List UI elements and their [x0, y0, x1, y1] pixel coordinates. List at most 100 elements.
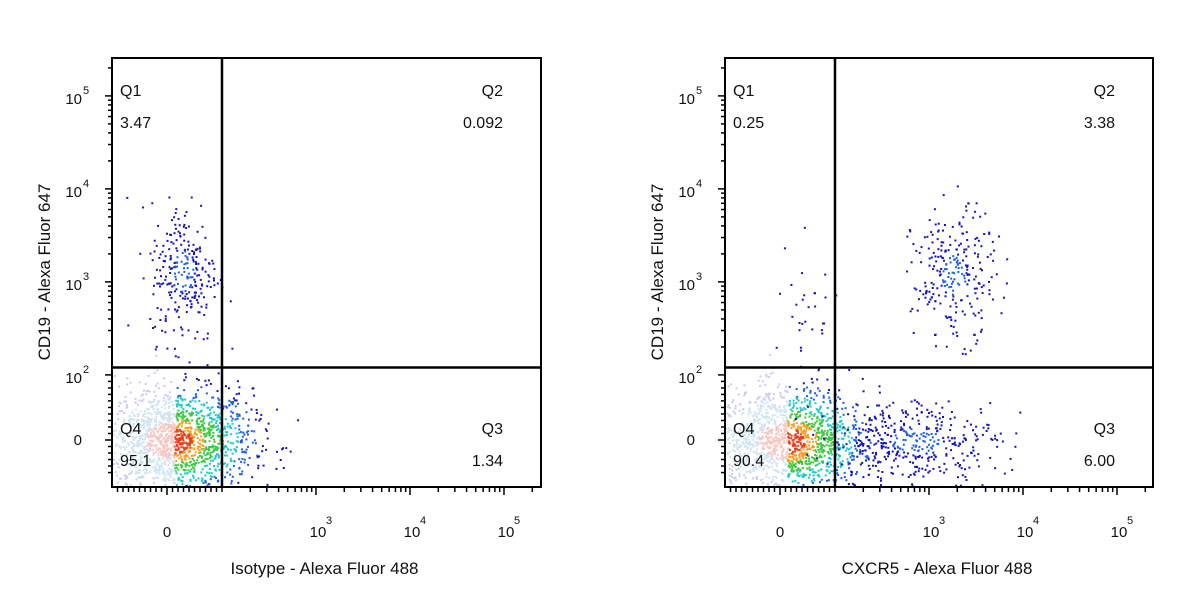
event-dot: [137, 419, 140, 422]
event-dot: [169, 458, 172, 461]
event-dot: [184, 284, 187, 287]
event-dot: [961, 452, 964, 455]
event-dot: [192, 439, 195, 442]
event-dot: [917, 298, 920, 301]
event-dot: [231, 417, 234, 420]
event-dot: [749, 427, 752, 430]
axis-ticks: [105, 67, 534, 495]
event-dot: [138, 381, 141, 384]
event-dot: [778, 440, 781, 443]
event-dot: [188, 291, 191, 294]
event-dot: [234, 448, 237, 451]
event-dot: [163, 417, 166, 420]
event-dot: [779, 457, 782, 460]
y-tick-label-exponent: 2: [83, 364, 89, 376]
event-dot: [275, 467, 278, 470]
event-dot: [896, 452, 898, 455]
event-dot: [181, 251, 184, 254]
quadrant-name: Q1: [733, 83, 754, 100]
event-dot: [912, 243, 915, 246]
event-dot: [139, 410, 142, 413]
event-dot: [175, 239, 178, 242]
event-dot: [265, 429, 268, 432]
event-dot: [811, 456, 813, 459]
event-dot: [804, 432, 807, 435]
event-dot: [753, 469, 756, 472]
event-dot: [826, 407, 829, 409]
event-dot: [952, 289, 955, 292]
event-dot: [953, 272, 956, 275]
event-dot: [168, 266, 171, 269]
event-dot: [774, 446, 777, 449]
event-dot: [951, 271, 954, 274]
event-dot: [181, 290, 183, 293]
event-dot: [157, 470, 160, 473]
event-dot: [115, 436, 118, 439]
event-dot: [931, 414, 934, 417]
event-dot: [810, 461, 812, 464]
event-dot: [985, 430, 988, 432]
event-dot: [968, 466, 971, 469]
event-dot: [754, 464, 757, 467]
event-dot: [148, 442, 151, 445]
event-dot: [842, 413, 845, 416]
event-dot: [776, 415, 779, 418]
x-tick-label: 10: [498, 524, 515, 541]
event-dot: [1003, 296, 1005, 299]
event-dot: [826, 378, 829, 381]
event-dot: [796, 474, 799, 477]
event-dot: [206, 458, 209, 461]
event-dot: [169, 469, 172, 471]
event-dot: [780, 413, 782, 416]
event-dot: [931, 436, 934, 439]
event-dot: [138, 439, 141, 442]
event-dot: [806, 463, 809, 466]
event-dot: [204, 379, 207, 382]
event-dot: [198, 295, 200, 298]
event-dot: [183, 248, 186, 251]
event-dot: [137, 468, 140, 471]
event-dot: [811, 481, 814, 484]
event-dot: [837, 474, 840, 476]
event-dot: [173, 470, 176, 473]
event-dot: [183, 469, 186, 472]
event-dot: [730, 475, 733, 478]
event-dot: [261, 450, 264, 453]
event-dot: [181, 334, 184, 337]
event-dot: [875, 442, 878, 445]
event-dot: [831, 453, 834, 456]
event-dot: [929, 298, 932, 301]
event-dot: [799, 458, 802, 461]
event-dot: [153, 398, 156, 401]
event-dot: [237, 402, 240, 405]
event-dot: [752, 424, 755, 427]
event-dot: [801, 272, 803, 275]
event-dot: [862, 428, 864, 431]
event-dot: [758, 417, 761, 420]
x-tick-label: 0: [776, 524, 784, 541]
event-dot: [927, 449, 930, 452]
event-dot: [811, 471, 814, 474]
y-tick-label-exponent: 2: [696, 364, 702, 376]
event-dot: [250, 408, 253, 411]
event-dot: [907, 452, 909, 455]
event-dot: [209, 382, 212, 385]
event-dot: [151, 440, 154, 443]
event-dot: [190, 196, 193, 199]
event-dot: [789, 449, 791, 451]
event-dot: [915, 249, 918, 252]
event-dot: [947, 249, 950, 252]
event-dot: [225, 434, 228, 437]
event-dot: [160, 433, 163, 436]
event-dot: [979, 267, 982, 270]
event-dot: [185, 441, 188, 444]
event-dot: [911, 483, 914, 486]
event-dot: [157, 224, 160, 227]
event-dot: [974, 210, 977, 213]
event-dot: [974, 292, 977, 295]
event-dot: [194, 407, 197, 410]
event-dot: [807, 455, 810, 458]
plot-frame: [724, 57, 1154, 488]
event-dot: [187, 297, 189, 300]
